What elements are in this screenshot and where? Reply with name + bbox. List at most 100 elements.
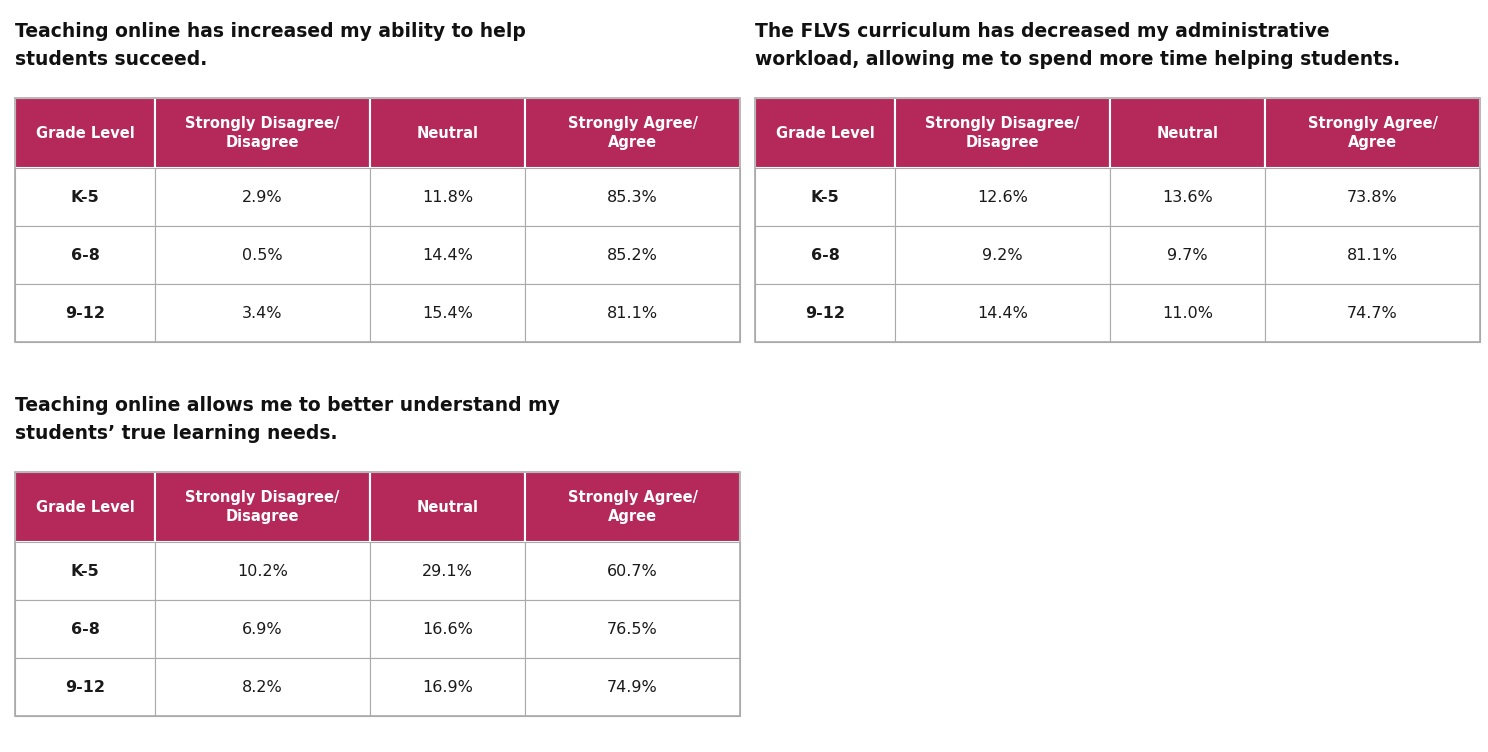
Text: 11.0%: 11.0% — [1162, 305, 1213, 320]
Text: Strongly Disagree/
Disagree: Strongly Disagree/ Disagree — [186, 490, 339, 524]
Text: Strongly Disagree/
Disagree: Strongly Disagree/ Disagree — [186, 116, 339, 150]
Bar — [525, 472, 740, 542]
Text: Neutral: Neutral — [417, 499, 479, 514]
Bar — [525, 284, 740, 342]
Text: 14.4%: 14.4% — [423, 247, 473, 262]
Text: Strongly Agree/
Agree: Strongly Agree/ Agree — [567, 490, 698, 524]
Bar — [1265, 168, 1481, 226]
Bar — [155, 168, 371, 226]
Text: 13.6%: 13.6% — [1162, 190, 1213, 205]
Bar — [754, 168, 894, 226]
Text: Grade Level: Grade Level — [36, 126, 134, 141]
Text: Neutral: Neutral — [1156, 126, 1219, 141]
Text: 76.5%: 76.5% — [607, 621, 658, 636]
Bar — [1265, 226, 1481, 284]
Bar — [15, 284, 155, 342]
Text: K-5: K-5 — [70, 563, 100, 578]
Bar — [155, 658, 371, 716]
Text: Strongly Agree/
Agree: Strongly Agree/ Agree — [1308, 116, 1437, 150]
Text: Neutral: Neutral — [417, 126, 479, 141]
Bar — [1110, 226, 1265, 284]
Bar — [525, 658, 740, 716]
Text: 0.5%: 0.5% — [243, 247, 283, 262]
Bar — [525, 98, 740, 168]
Bar — [754, 284, 894, 342]
Bar — [371, 472, 525, 542]
Bar — [15, 600, 155, 658]
Bar — [894, 168, 1110, 226]
Bar — [155, 98, 371, 168]
Bar — [155, 542, 371, 600]
Bar — [155, 284, 371, 342]
Text: 9-12: 9-12 — [65, 305, 106, 320]
Text: Grade Level: Grade Level — [775, 126, 875, 141]
Bar — [15, 472, 155, 542]
Bar — [371, 542, 525, 600]
Bar — [15, 168, 155, 226]
Text: 2.9%: 2.9% — [243, 190, 283, 205]
Text: Strongly Disagree/
Disagree: Strongly Disagree/ Disagree — [926, 116, 1080, 150]
Bar — [371, 600, 525, 658]
Text: Grade Level: Grade Level — [36, 499, 134, 514]
Text: 74.9%: 74.9% — [607, 680, 658, 695]
Text: 9-12: 9-12 — [65, 680, 106, 695]
Bar — [155, 226, 371, 284]
Text: 6-8: 6-8 — [70, 621, 100, 636]
Text: 12.6%: 12.6% — [978, 190, 1028, 205]
Bar — [754, 98, 894, 168]
Text: Strongly Agree/
Agree: Strongly Agree/ Agree — [567, 116, 698, 150]
Text: 3.4%: 3.4% — [243, 305, 283, 320]
Bar — [15, 658, 155, 716]
Text: 85.3%: 85.3% — [607, 190, 658, 205]
Bar — [525, 600, 740, 658]
Text: 9-12: 9-12 — [805, 305, 845, 320]
Bar — [15, 226, 155, 284]
Bar — [1110, 168, 1265, 226]
Text: K-5: K-5 — [811, 190, 839, 205]
Text: 16.9%: 16.9% — [423, 680, 473, 695]
Bar — [894, 226, 1110, 284]
Text: 81.1%: 81.1% — [1347, 247, 1399, 262]
Text: 60.7%: 60.7% — [607, 563, 658, 578]
Bar — [371, 658, 525, 716]
Bar — [1265, 284, 1481, 342]
Text: 6-8: 6-8 — [811, 247, 839, 262]
Text: workload, allowing me to spend more time helping students.: workload, allowing me to spend more time… — [754, 50, 1400, 69]
Bar — [371, 98, 525, 168]
Bar — [155, 472, 371, 542]
Bar — [15, 472, 740, 716]
Text: 6.9%: 6.9% — [243, 621, 283, 636]
Bar — [894, 284, 1110, 342]
Bar — [371, 284, 525, 342]
Bar — [754, 98, 1481, 342]
Text: 73.8%: 73.8% — [1347, 190, 1397, 205]
Text: students succeed.: students succeed. — [15, 50, 207, 69]
Bar — [15, 98, 155, 168]
Text: Teaching online has increased my ability to help: Teaching online has increased my ability… — [15, 22, 525, 41]
Bar — [525, 542, 740, 600]
Text: 16.6%: 16.6% — [423, 621, 473, 636]
Bar — [15, 98, 740, 342]
Text: 85.2%: 85.2% — [607, 247, 658, 262]
Bar — [155, 600, 371, 658]
Text: 6-8: 6-8 — [70, 247, 100, 262]
Bar — [371, 226, 525, 284]
Text: 10.2%: 10.2% — [237, 563, 289, 578]
Text: 15.4%: 15.4% — [423, 305, 473, 320]
Bar — [1265, 98, 1481, 168]
Text: 14.4%: 14.4% — [978, 305, 1028, 320]
Text: 11.8%: 11.8% — [423, 190, 473, 205]
Bar — [525, 226, 740, 284]
Text: 9.7%: 9.7% — [1167, 247, 1208, 262]
Bar — [525, 168, 740, 226]
Text: Teaching online allows me to better understand my: Teaching online allows me to better unde… — [15, 396, 559, 415]
Bar — [1110, 284, 1265, 342]
Text: 8.2%: 8.2% — [243, 680, 283, 695]
Text: 9.2%: 9.2% — [982, 247, 1022, 262]
Text: 74.7%: 74.7% — [1347, 305, 1397, 320]
Bar — [371, 168, 525, 226]
Bar — [894, 98, 1110, 168]
Text: 29.1%: 29.1% — [423, 563, 473, 578]
Text: 81.1%: 81.1% — [607, 305, 658, 320]
Text: students’ true learning needs.: students’ true learning needs. — [15, 424, 338, 443]
